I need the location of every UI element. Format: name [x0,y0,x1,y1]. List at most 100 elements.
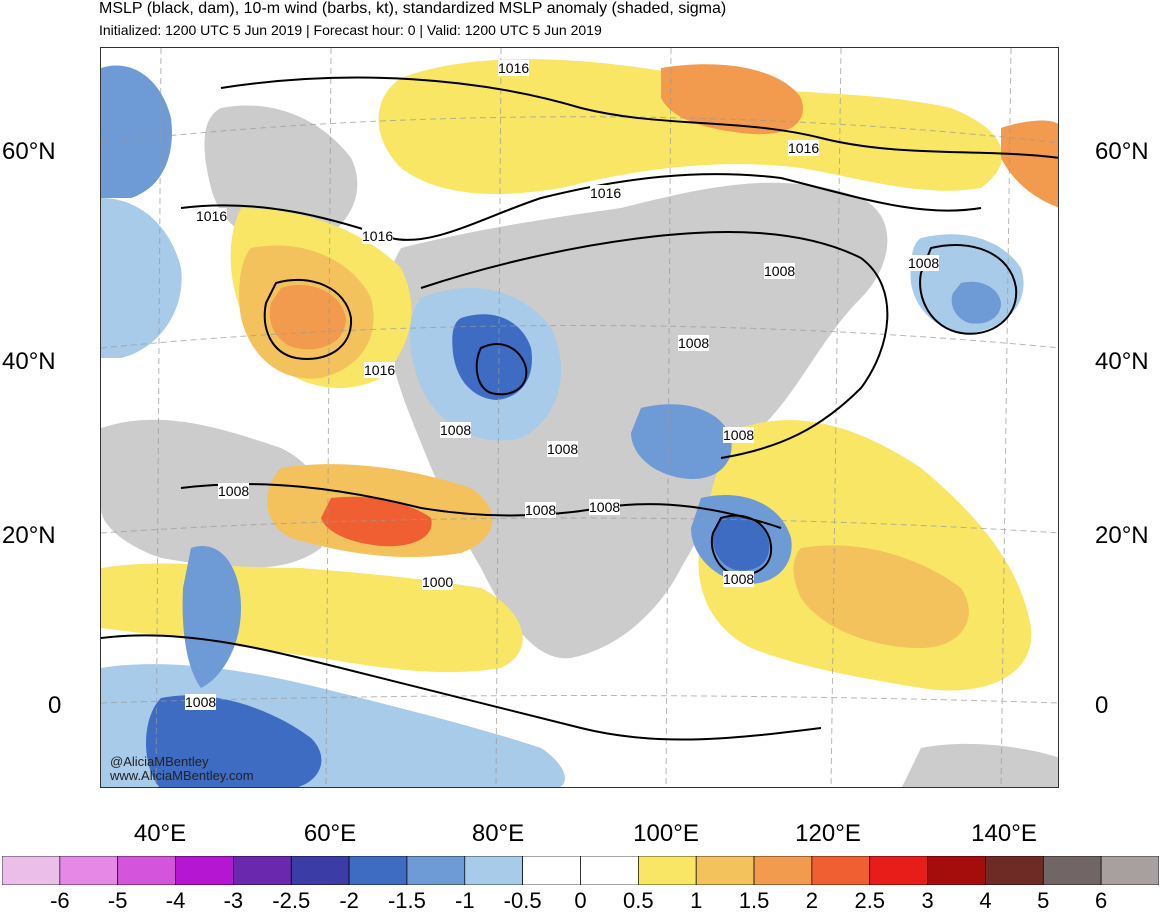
anomaly-orange-northeast [1001,120,1058,208]
isobar-japan-high [919,243,1018,335]
colorbar-tick-label: -6 [50,888,70,913]
anomaly-gray-se [901,743,1058,787]
isobar-seasia-low [711,514,773,576]
contour-label: 1016 [788,140,820,156]
isobar-1008-asia [420,231,889,459]
colorbar-tick-label: -3 [223,888,244,913]
contour-label: 1016 [196,208,228,224]
lon-label-60e: 60°E [303,820,357,847]
meridian-80e [495,48,502,787]
contour-label: 1008 [723,427,755,443]
anomaly-blue-west [101,198,182,358]
isobar-1008-south [180,483,782,529]
mslp-contours [101,76,1058,741]
colorbar-swatch [695,856,755,885]
parallel-40n [101,325,1058,349]
colorbar-tick-label: 5 [1037,888,1050,913]
contour-label: 1016 [498,60,530,76]
parallel-0 [101,695,1058,704]
lat-label-right-60n: 60°N [1095,138,1149,165]
colorbar-swatch [290,856,350,885]
lat-label-right-0: 0 [1095,692,1109,719]
meridian-100e [665,48,672,787]
colorbar-swatch [927,856,986,885]
anomaly-map [101,48,1058,787]
anomaly-blue-central-core [452,314,532,400]
anomaly-orange-north [661,64,803,135]
colorbar-swatch [406,856,466,885]
colorbar-tick-label: -2 [339,888,359,913]
anomaly-orange-se [793,545,969,648]
meridian-60e [325,48,332,787]
contour-label: 1008 [678,335,710,351]
lon-label-140e: 140°E [971,820,1037,847]
colorbar-swatch [580,856,639,885]
contour-label: 1008 [185,694,217,710]
colorbar-tick-label: 1 [690,888,703,913]
credit-handle: @AliciaMBentley [110,754,209,769]
lon-label-100e: 100°E [633,820,699,847]
contour-label: 1008 [589,499,621,515]
colorbar-swatch [869,856,928,885]
colorbar-tick-label: 2.5 [854,888,886,913]
lat-label-left-40n: 40°N [2,348,56,375]
lon-label-40e: 40°E [133,820,187,847]
colorbar-swatch [985,856,1044,885]
isobar-europe-high [263,278,353,360]
colorbar-tick-label: -2.5 [272,888,311,913]
contour-label: 1008 [723,571,755,587]
map-panel [100,47,1059,788]
lat-label-left-0: 0 [48,692,62,719]
colorbar-swatch [464,856,523,885]
colorbar-swatch [348,856,408,885]
lat-label-left-20n: 20°N [2,522,56,549]
contour-label: 1008 [908,255,940,271]
anomaly-blue-seasia-core [712,516,770,571]
colorbar-swatch [1100,856,1159,885]
isobar-1016-mid [180,173,982,241]
anomaly-blue-nw [101,65,172,198]
colorbar-tick-label: 0 [574,888,587,913]
colorbar-tick-label: 1.5 [738,888,770,913]
colorbar-tick-label: 3 [921,888,934,913]
parallel-60n [101,116,1058,144]
contour-label: 1000 [422,574,454,590]
colorbar-tick-label: 0.5 [623,888,654,913]
colorbar-swatch [753,856,813,885]
colorbar-tick-label: 6 [1095,888,1108,913]
contour-label: 1008 [218,483,250,499]
map-subtitle: Initialized: 1200 UTC 5 Jun 2019 | Forec… [99,22,602,38]
colorbar-swatch [233,856,292,885]
contour-label: 1008 [440,422,472,438]
isobar-1016-north [220,76,1058,159]
lat-label-right-40n: 40°N [1095,348,1149,375]
lat-label-left-60n: 60°N [2,138,56,165]
colorbar-swatch [175,856,234,885]
colorbar [2,856,1159,885]
colorbar-tick-label: -0.5 [503,888,542,913]
meridian-120e [830,48,842,787]
colorbar-swatch [117,856,176,885]
lon-label-80e: 80°E [471,820,525,847]
anomaly-blue-japan-core [951,281,1001,324]
colorbar-swatch [2,856,61,885]
isobar-low-center [475,343,528,396]
colorbar-tick-label: -5 [107,888,128,913]
isobar-1008-tropics [101,634,822,741]
meridian-140e [1000,48,1012,787]
lat-label-right-20n: 20°N [1095,522,1149,549]
map-title: MSLP (black, dam), 10-m wind (barbs, kt)… [99,0,727,17]
colorbar-swatch [1042,856,1102,885]
anomaly-yellow-north [378,59,1003,194]
meridian-40e [155,48,162,787]
contour-label: 1008 [547,441,579,457]
colorbar-swatch [59,856,119,885]
colorbar-tick-label: 2 [805,888,819,913]
contour-label: 1016 [362,228,394,244]
colorbar-swatch [811,856,871,885]
colorbar-tick-label: -1.5 [387,888,426,913]
anomaly-blue-china [631,404,732,479]
colorbar-tick-label: 4 [979,888,992,913]
anomaly-orange-tibet-core [321,496,432,547]
anomaly-orange-europe-core [269,284,346,350]
